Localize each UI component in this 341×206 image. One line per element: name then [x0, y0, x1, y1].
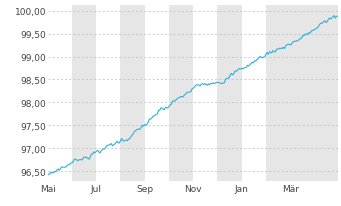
Bar — [218, 6, 242, 181]
Bar — [266, 6, 290, 181]
Bar — [120, 6, 145, 181]
Bar — [169, 6, 193, 181]
Bar — [72, 6, 96, 181]
Bar — [290, 6, 338, 181]
